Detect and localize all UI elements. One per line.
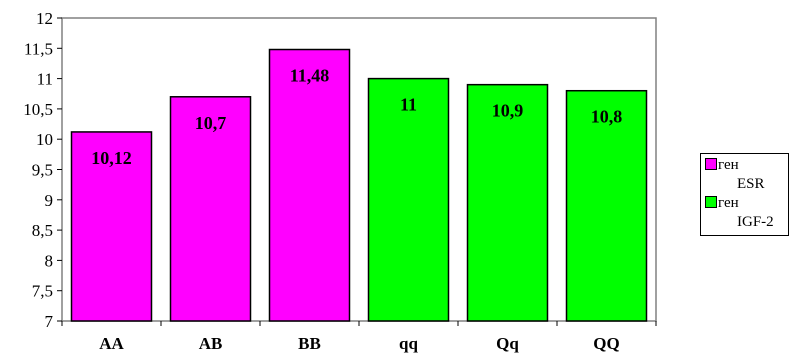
bar-qq — [565, 89, 648, 322]
x-tick-label: BB — [298, 334, 321, 353]
y-tick-label: 10 — [36, 130, 53, 149]
bar-qq — [367, 77, 450, 322]
x-tick-label: QQ — [593, 334, 619, 353]
y-tick-label: 12 — [36, 9, 53, 28]
y-axis: 7 7,5 8 8,5 9 9,5 10 10,5 11 11,5 12 — [23, 9, 62, 331]
legend-entry-igf2: ген IGF-2 — [705, 194, 788, 232]
data-label: 10,12 — [91, 148, 132, 168]
y-tick-label: 7,5 — [32, 282, 53, 301]
x-tick-label: Qq — [496, 334, 519, 353]
bar-bb — [268, 48, 351, 322]
y-tick-label: 8,5 — [32, 221, 53, 240]
legend-label-igf2-line2: IGF-2 — [737, 214, 774, 230]
data-label: 11,48 — [290, 66, 330, 86]
legend-entry-esr: ген ESR — [705, 156, 788, 194]
y-tick-label: 9 — [45, 191, 54, 210]
legend: ген ESR ген IGF-2 — [700, 153, 789, 236]
legend-label-esr-line1: ген — [718, 157, 739, 173]
bar-series: 10,12 10,7 11,48 11 10,9 10,8 — [70, 48, 648, 322]
x-tick-label: AB — [199, 334, 223, 353]
bar-ab — [169, 96, 252, 322]
legend-swatch-esr — [705, 158, 717, 171]
y-tick-label: 9,5 — [32, 161, 53, 180]
legend-swatch-igf2 — [705, 196, 717, 209]
y-tick-label: 10,5 — [23, 100, 53, 119]
legend-label-igf2-line1: ген — [718, 195, 739, 211]
y-tick-label: 11 — [37, 70, 53, 89]
y-tick-label: 8 — [45, 251, 54, 270]
bar-qq — [466, 83, 549, 322]
y-tick-label: 7 — [45, 312, 54, 331]
data-label: 10,7 — [195, 113, 227, 133]
data-label: 10,9 — [492, 101, 524, 121]
x-tick-label: qq — [399, 334, 418, 353]
data-label: 11 — [400, 95, 417, 115]
x-tick-label: AA — [99, 334, 124, 353]
bar-aa — [70, 131, 153, 322]
y-tick-label: 11,5 — [24, 39, 53, 58]
plot-area — [61, 17, 657, 322]
x-axis: AA AB BB qq Qq QQ — [61, 321, 657, 353]
legend-label-esr-line2: ESR — [737, 176, 765, 192]
data-label: 10,8 — [591, 107, 623, 127]
